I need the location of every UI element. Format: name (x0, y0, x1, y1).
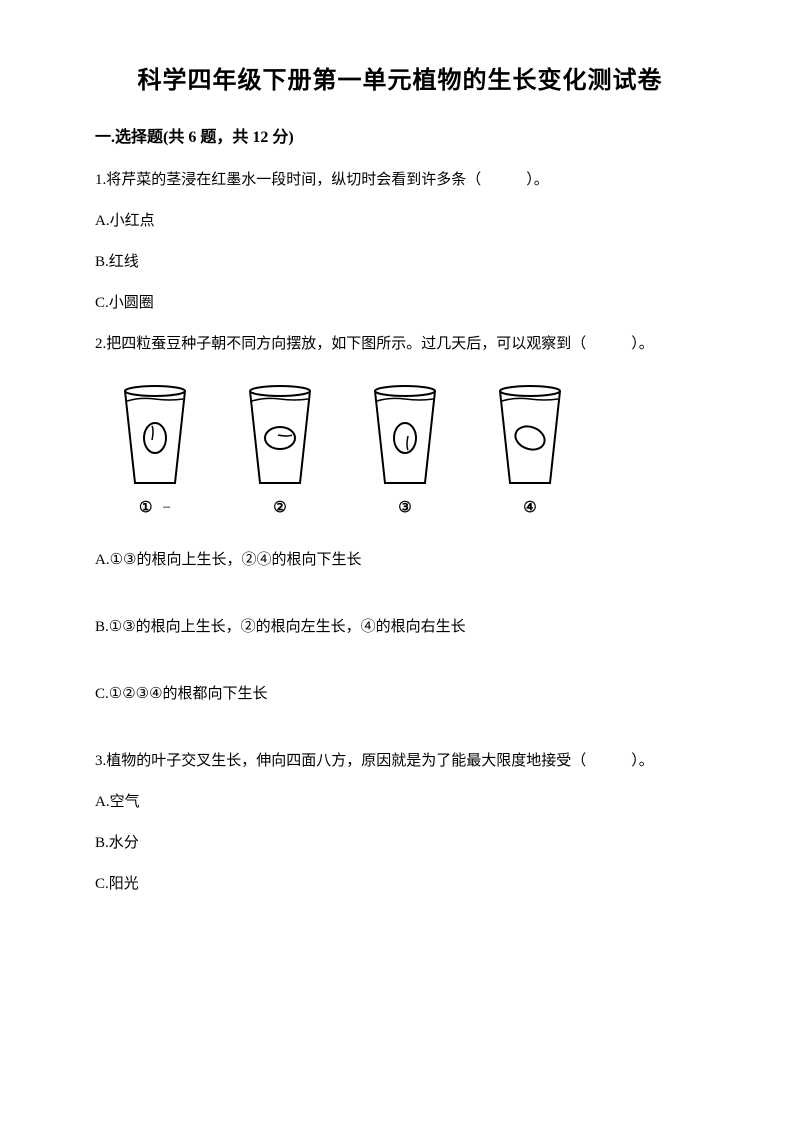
q1-option-a: A.小红点 (95, 208, 705, 235)
q1-option-b: B.红线 (95, 249, 705, 276)
q1-text: 1.将芹菜的茎浸在红墨水一段时间，纵切时会看到许多条（ ）。 (95, 167, 705, 194)
q3-option-a: A.空气 (95, 789, 705, 816)
q2-option-b: B.①③的根向上生长，②的根向左生长，④的根向右生长 (95, 614, 705, 641)
q2-option-a: A.①③的根向上生长，②④的根向下生长 (95, 547, 705, 574)
q3-option-c: C.阳光 (95, 871, 705, 898)
cup-label-4: ④ (490, 498, 570, 517)
page-title: 科学四年级下册第一单元植物的生长变化测试卷 (95, 60, 705, 95)
q2-option-c: C.①②③④的根都向下生长 (95, 681, 705, 708)
cup-3 (365, 383, 445, 488)
cup-labels: ①− ② ③ ④ (115, 498, 705, 517)
cup-label-3: ③ (365, 498, 445, 517)
cup-icon-3 (365, 383, 445, 488)
cup-4 (490, 383, 570, 488)
cup-icon-4 (490, 383, 570, 488)
cup-1 (115, 383, 195, 488)
q3-option-b: B.水分 (95, 830, 705, 857)
q1-option-c: C.小圆圈 (95, 290, 705, 317)
cup-icon-2 (240, 383, 320, 488)
section-header: 一.选择题(共 6 题，共 12 分) (95, 123, 705, 147)
q3-text: 3.植物的叶子交叉生长，伸向四面八方，原因就是为了能最大限度地接受（ ）。 (95, 748, 705, 775)
cup-label-2: ② (240, 498, 320, 517)
cup-icon-1 (115, 383, 195, 488)
cup-2 (240, 383, 320, 488)
cups-diagram (115, 383, 705, 488)
q2-text: 2.把四粒蚕豆种子朝不同方向摆放，如下图所示。过几天后，可以观察到（ ）。 (95, 331, 705, 358)
cup-label-1: ①− (115, 498, 195, 517)
